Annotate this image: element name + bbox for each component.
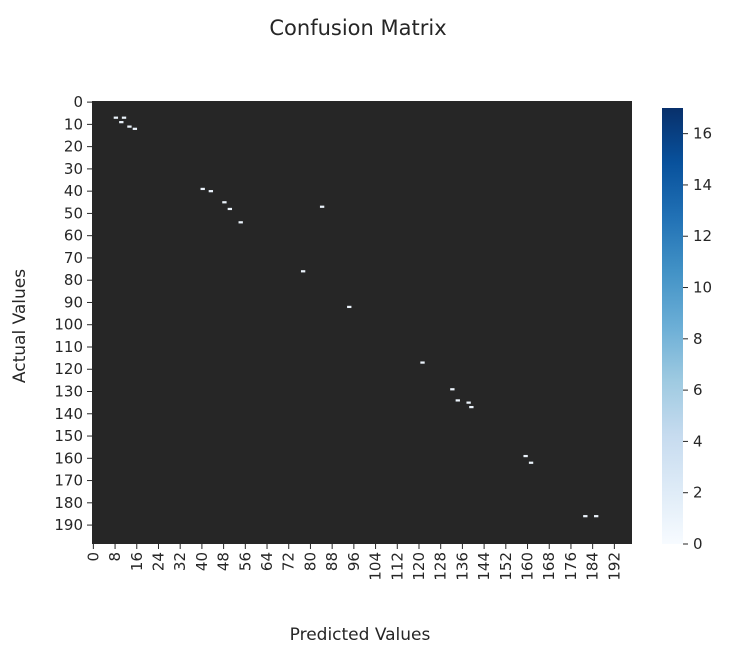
x-tick-label: 64 — [258, 552, 276, 571]
x-tick-label: 40 — [193, 552, 211, 571]
heatmap-cell — [300, 270, 306, 273]
x-tick-label: 0 — [84, 552, 102, 562]
heatmap-cell — [222, 201, 227, 204]
heatmap-cell — [420, 361, 425, 364]
chart-title: Confusion Matrix — [269, 16, 446, 40]
colorbar-tick-label: 16 — [693, 125, 712, 143]
x-axis-ticks: 0 8 16 24 32 40 48 56 64 72 80 88 96 104 112 120 128 136 1… — [84, 544, 623, 581]
x-tick-label: 72 — [280, 552, 298, 571]
x-tick-label: 24 — [149, 552, 167, 571]
x-tick-label: 96 — [345, 552, 363, 571]
colorbar-tick-label: 14 — [693, 176, 712, 194]
colorbar — [662, 108, 683, 544]
x-tick-label: 32 — [171, 552, 189, 571]
y-tick-label: 180 — [54, 494, 83, 512]
x-tick-label: 144 — [475, 552, 493, 581]
y-tick-label: 120 — [54, 360, 83, 378]
y-tick-label: 190 — [54, 516, 83, 534]
y-tick-label: 90 — [64, 293, 83, 311]
x-tick-label: 168 — [540, 552, 558, 581]
x-axis-label: Predicted Values — [290, 625, 431, 645]
heatmap-cell — [466, 401, 471, 404]
y-axis-ticks: 0 10 20 30 40 50 60 70 80 90 100 110 120 130 140 150 160… — [54, 93, 92, 534]
heatmap-cell — [200, 187, 205, 191]
x-tick-label: 136 — [453, 552, 471, 581]
heatmap-cell — [119, 121, 124, 124]
y-tick-label: 160 — [54, 449, 83, 467]
colorbar-tick-label: 12 — [693, 227, 712, 245]
heatmap-cell — [455, 399, 460, 402]
y-tick-label: 30 — [64, 160, 83, 178]
x-tick-label: 184 — [584, 552, 602, 581]
x-tick-label: 88 — [323, 552, 341, 571]
heatmap-cells — [113, 116, 599, 518]
y-tick-label: 170 — [54, 472, 83, 490]
x-tick-label: 16 — [128, 552, 146, 571]
y-tick-label: 110 — [54, 338, 83, 356]
heatmap-cell — [121, 116, 127, 119]
x-tick-label: 120 — [410, 552, 428, 581]
y-tick-label: 40 — [64, 182, 83, 200]
y-tick-label: 70 — [64, 249, 83, 267]
x-tick-label: 104 — [367, 552, 385, 581]
heatmap-cell — [319, 205, 325, 208]
heatmap-cell — [132, 127, 138, 130]
heatmap-cell — [347, 305, 352, 309]
heatmap-cell — [208, 190, 214, 193]
heatmap-area — [92, 101, 632, 544]
x-tick-label: 56 — [236, 552, 254, 571]
heatmap-cell — [113, 116, 119, 119]
colorbar-tick-label: 4 — [693, 432, 703, 450]
heatmap-cell — [238, 221, 243, 224]
y-axis-label: Actual Values — [10, 269, 30, 383]
colorbar-tick-label: 2 — [693, 484, 703, 502]
x-tick-label: 8 — [106, 552, 124, 562]
y-tick-label: 0 — [73, 93, 83, 111]
x-tick-label: 176 — [562, 552, 580, 581]
y-tick-label: 60 — [64, 227, 83, 245]
x-tick-label: 48 — [215, 552, 233, 571]
y-tick-label: 80 — [64, 271, 83, 289]
colorbar-ticks: 0 2 4 6 8 10 12 14 16 — [683, 125, 712, 553]
y-tick-label: 10 — [64, 115, 83, 133]
y-tick-label: 150 — [54, 427, 83, 445]
heatmap-cell — [469, 405, 474, 409]
heatmap-cell — [450, 388, 455, 391]
x-tick-label: 112 — [388, 552, 406, 581]
heatmap-cell — [528, 461, 534, 464]
x-tick-label: 192 — [605, 552, 623, 581]
x-tick-label: 152 — [497, 552, 515, 581]
heatmap-cell — [227, 207, 233, 211]
y-tick-label: 100 — [54, 316, 83, 334]
heatmap-cell — [594, 515, 599, 518]
colorbar-tick-label: 6 — [693, 381, 703, 399]
colorbar-tick-label: 0 — [693, 535, 703, 553]
y-tick-label: 140 — [54, 405, 83, 423]
x-tick-label: 128 — [432, 552, 450, 581]
colorbar-tick-label: 8 — [693, 330, 703, 348]
x-tick-label: 160 — [519, 552, 537, 581]
heatmap-cell — [127, 125, 132, 128]
y-tick-label: 50 — [64, 204, 83, 222]
y-tick-label: 20 — [64, 138, 83, 156]
x-tick-label: 80 — [301, 552, 319, 571]
colorbar-tick-label: 10 — [693, 279, 712, 297]
y-tick-label: 130 — [54, 383, 83, 401]
heatmap-cell — [523, 454, 528, 458]
heatmap-cell — [583, 515, 588, 518]
